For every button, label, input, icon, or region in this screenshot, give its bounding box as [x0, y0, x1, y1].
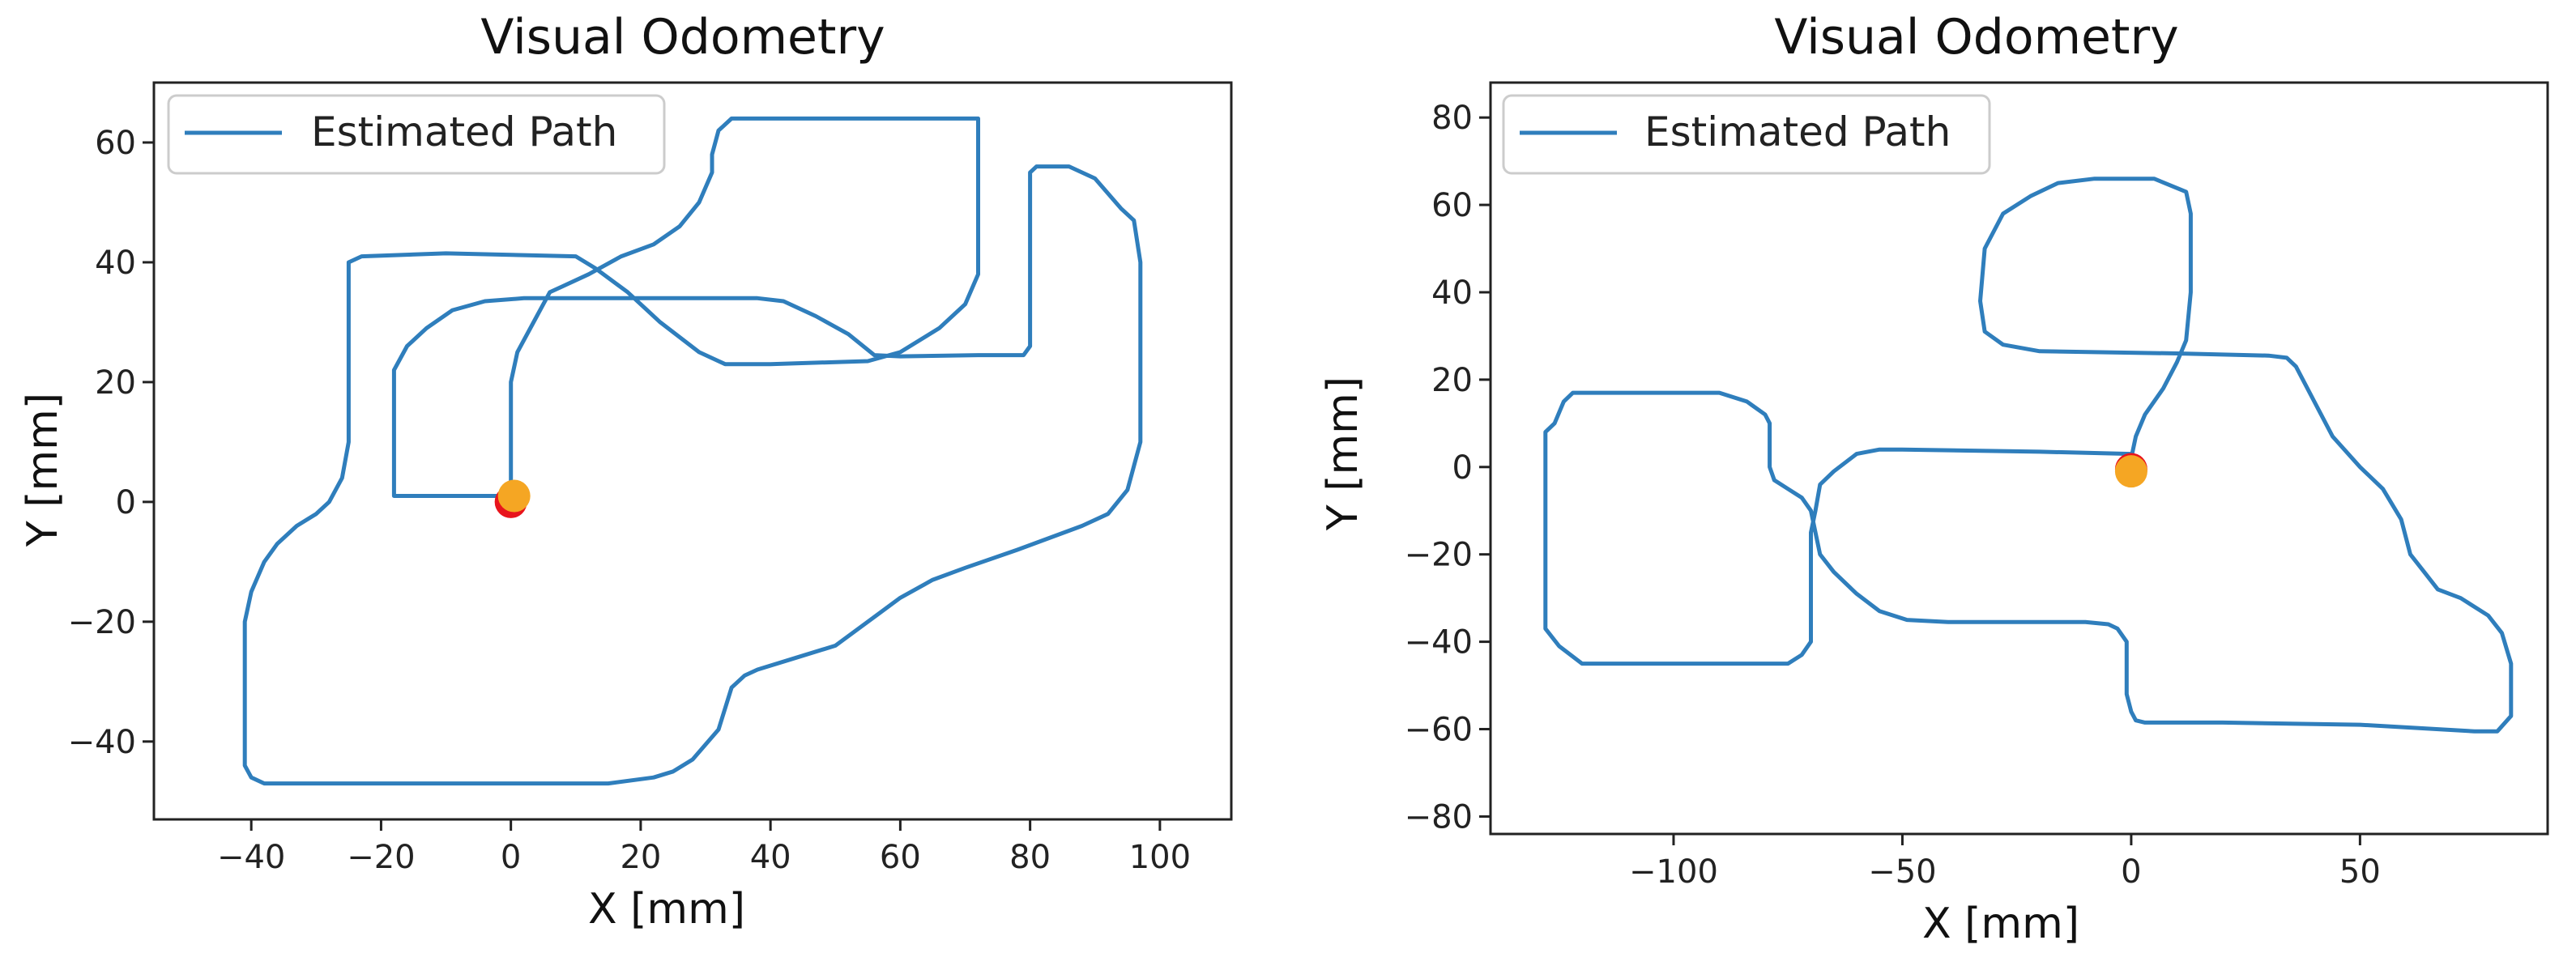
y-axis-label: Y [mm]: [19, 393, 67, 547]
legend-label: Estimated Path: [311, 108, 617, 155]
x-tick-label: −50: [1868, 853, 1936, 891]
x-tick-label: 60: [880, 839, 921, 876]
x-tick-label: −100: [1629, 853, 1718, 891]
y-tick-label: −20: [68, 604, 136, 641]
current-position-marker: [497, 479, 531, 513]
x-tick-label: 50: [2339, 853, 2381, 891]
y-tick-label: 40: [95, 245, 136, 282]
chart-title: Visual Odometry: [1774, 9, 2178, 66]
x-tick-label: 100: [1129, 839, 1191, 876]
series-line-estimated-path: [1543, 177, 2514, 734]
y-tick-label: 80: [1431, 100, 1473, 137]
y-tick-label: 40: [1431, 274, 1473, 312]
series-line-estimated-path: [242, 116, 1143, 786]
y-tick-label: −40: [1405, 624, 1473, 662]
y-tick-label: 60: [95, 125, 136, 162]
x-tick-label: −40: [217, 839, 285, 876]
y-axis-label: Y [mm]: [1319, 377, 1367, 531]
x-tick-label: 40: [750, 839, 791, 876]
legend-label: Estimated Path: [1644, 108, 1951, 155]
current-position-marker: [2114, 455, 2147, 488]
y-tick-label: 60: [1431, 187, 1473, 224]
x-tick-label: 0: [2121, 853, 2141, 891]
y-tick-label: −40: [68, 724, 136, 761]
x-tick-label: 80: [1009, 839, 1051, 876]
y-tick-label: 0: [116, 484, 136, 521]
chart-right: Visual Odometry −100 −50 0 50 −80 −60 −40 −20 0 2…: [1319, 9, 2549, 948]
x-tick-label: 20: [620, 839, 661, 876]
legend-box: [1502, 94, 1991, 175]
x-axis-label: X [mm]: [1922, 900, 2079, 948]
x-axis-label: X [mm]: [588, 885, 745, 934]
y-tick-label: 0: [1452, 449, 1473, 487]
plot-area: [152, 81, 1233, 821]
x-tick-label: 0: [501, 839, 521, 876]
y-tick-label: 20: [1431, 362, 1473, 399]
legend: Estimated Path: [1502, 94, 1991, 175]
y-tick-label: −60: [1405, 712, 1473, 749]
chart-title: Visual Odometry: [480, 9, 885, 66]
legend-box: [167, 94, 666, 175]
y-tick-label: −80: [1405, 798, 1473, 836]
legend: Estimated Path: [167, 94, 666, 175]
plot-area: [1489, 81, 2549, 836]
x-tick-label: −20: [347, 839, 415, 876]
y-tick-label: 20: [95, 364, 136, 402]
chart-left: Visual Odometry −40 −20 0 20 40 60 80 100 −40 −20…: [19, 9, 1233, 934]
y-tick-label: −20: [1405, 537, 1473, 574]
